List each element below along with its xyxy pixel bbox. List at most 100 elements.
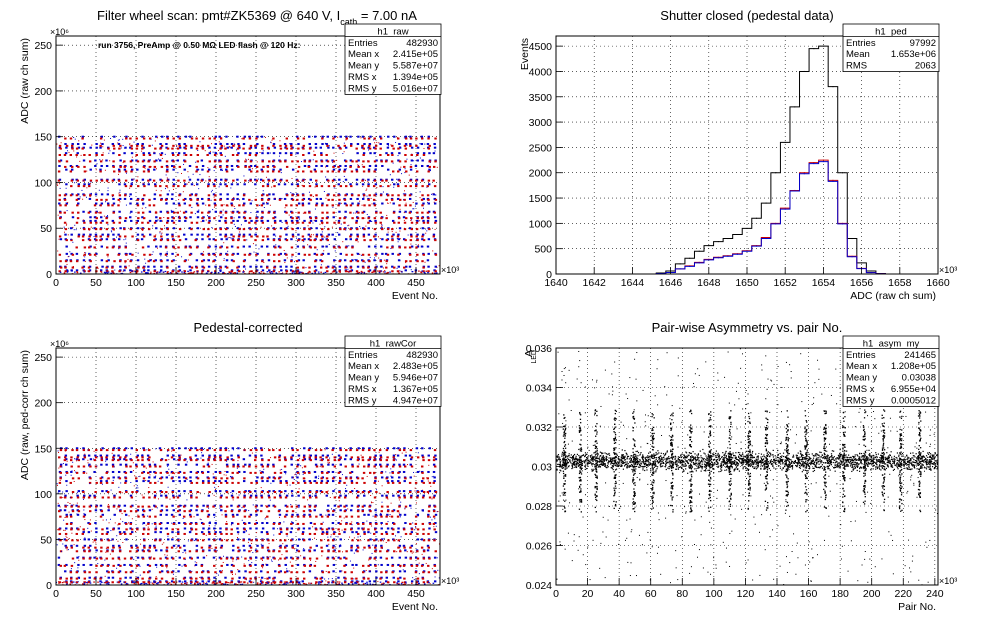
data-point [426,186,428,188]
data-point [261,470,264,473]
data-point [266,238,270,241]
data-point [257,178,259,180]
data-point [109,160,111,162]
data-point [83,577,87,580]
data-point [141,463,144,466]
data-point [254,221,257,224]
data-point [113,229,115,231]
data-point [374,266,377,269]
data-point [337,170,341,173]
data-point [374,221,378,224]
data-point [262,567,264,569]
data-point [266,202,269,205]
data-point [178,556,181,559]
data-point [118,246,121,249]
data-point [328,243,330,245]
data-point [76,578,78,580]
data-point [348,224,350,226]
data-point [129,260,132,263]
data-point [249,513,253,516]
data-point [344,494,347,497]
data-point [129,505,133,508]
data-point [371,552,373,554]
data-point [373,194,376,197]
data-point [408,246,412,249]
data-point [160,570,164,573]
data-point [57,492,59,494]
data-point [219,147,222,150]
data-point [379,260,382,263]
data-point [254,505,258,508]
data-point [220,178,223,181]
data-point [188,253,192,256]
data-point [261,144,264,147]
data-point [69,497,71,499]
data-point [301,184,303,186]
data-point [155,576,157,578]
data-point [431,193,433,195]
data-point [188,265,192,268]
data-point [248,147,251,150]
data-point [303,241,305,243]
data-point [228,450,230,452]
data-point [290,238,293,241]
data-point [242,505,246,508]
data-point [255,270,258,273]
data-point [290,246,294,249]
data-point [307,165,311,168]
data-point [362,165,366,168]
data-point [297,233,300,236]
data-point [146,272,149,274]
y-tick-label: 500 [534,244,552,256]
data-point [273,216,277,219]
data-point [287,225,289,227]
data-point [158,539,162,542]
data-point [266,266,269,269]
data-point [129,510,133,513]
data-point [416,253,419,256]
data-point [415,170,419,173]
data-point [260,557,263,560]
data-point [289,216,293,219]
data-point [223,555,225,557]
data-point [278,532,281,535]
data-point [290,183,294,186]
data-point [147,228,151,231]
data-point [178,217,181,220]
data-point [129,185,133,188]
data-point [433,185,437,188]
data-point [107,571,110,574]
data-point [100,476,104,479]
data-point [241,138,243,140]
data-point [397,259,401,262]
data-point [293,544,295,546]
data-point [83,530,85,532]
data-point [70,527,72,529]
data-point [153,168,156,171]
data-point [59,204,62,207]
data-point [178,447,181,450]
data-point [196,233,199,236]
data-point [349,197,353,200]
data-point [260,194,264,197]
data-point [243,270,245,272]
data-point [302,577,306,580]
data-point [302,170,305,173]
data-point [189,216,192,219]
data-point [147,170,150,173]
data-point [272,168,275,171]
data-point [201,459,205,462]
data-point [82,259,86,262]
data-point [405,217,408,220]
data-point [183,490,186,493]
data-point [302,266,305,269]
data-point [187,171,189,173]
data-point [351,202,354,205]
data-point [224,581,228,584]
data-point [153,496,156,499]
data-point [291,198,295,201]
data-point [141,160,145,163]
data-point [159,581,162,584]
x-tick-label: 1652 [774,277,798,289]
y-tick-label: 4500 [529,41,553,53]
